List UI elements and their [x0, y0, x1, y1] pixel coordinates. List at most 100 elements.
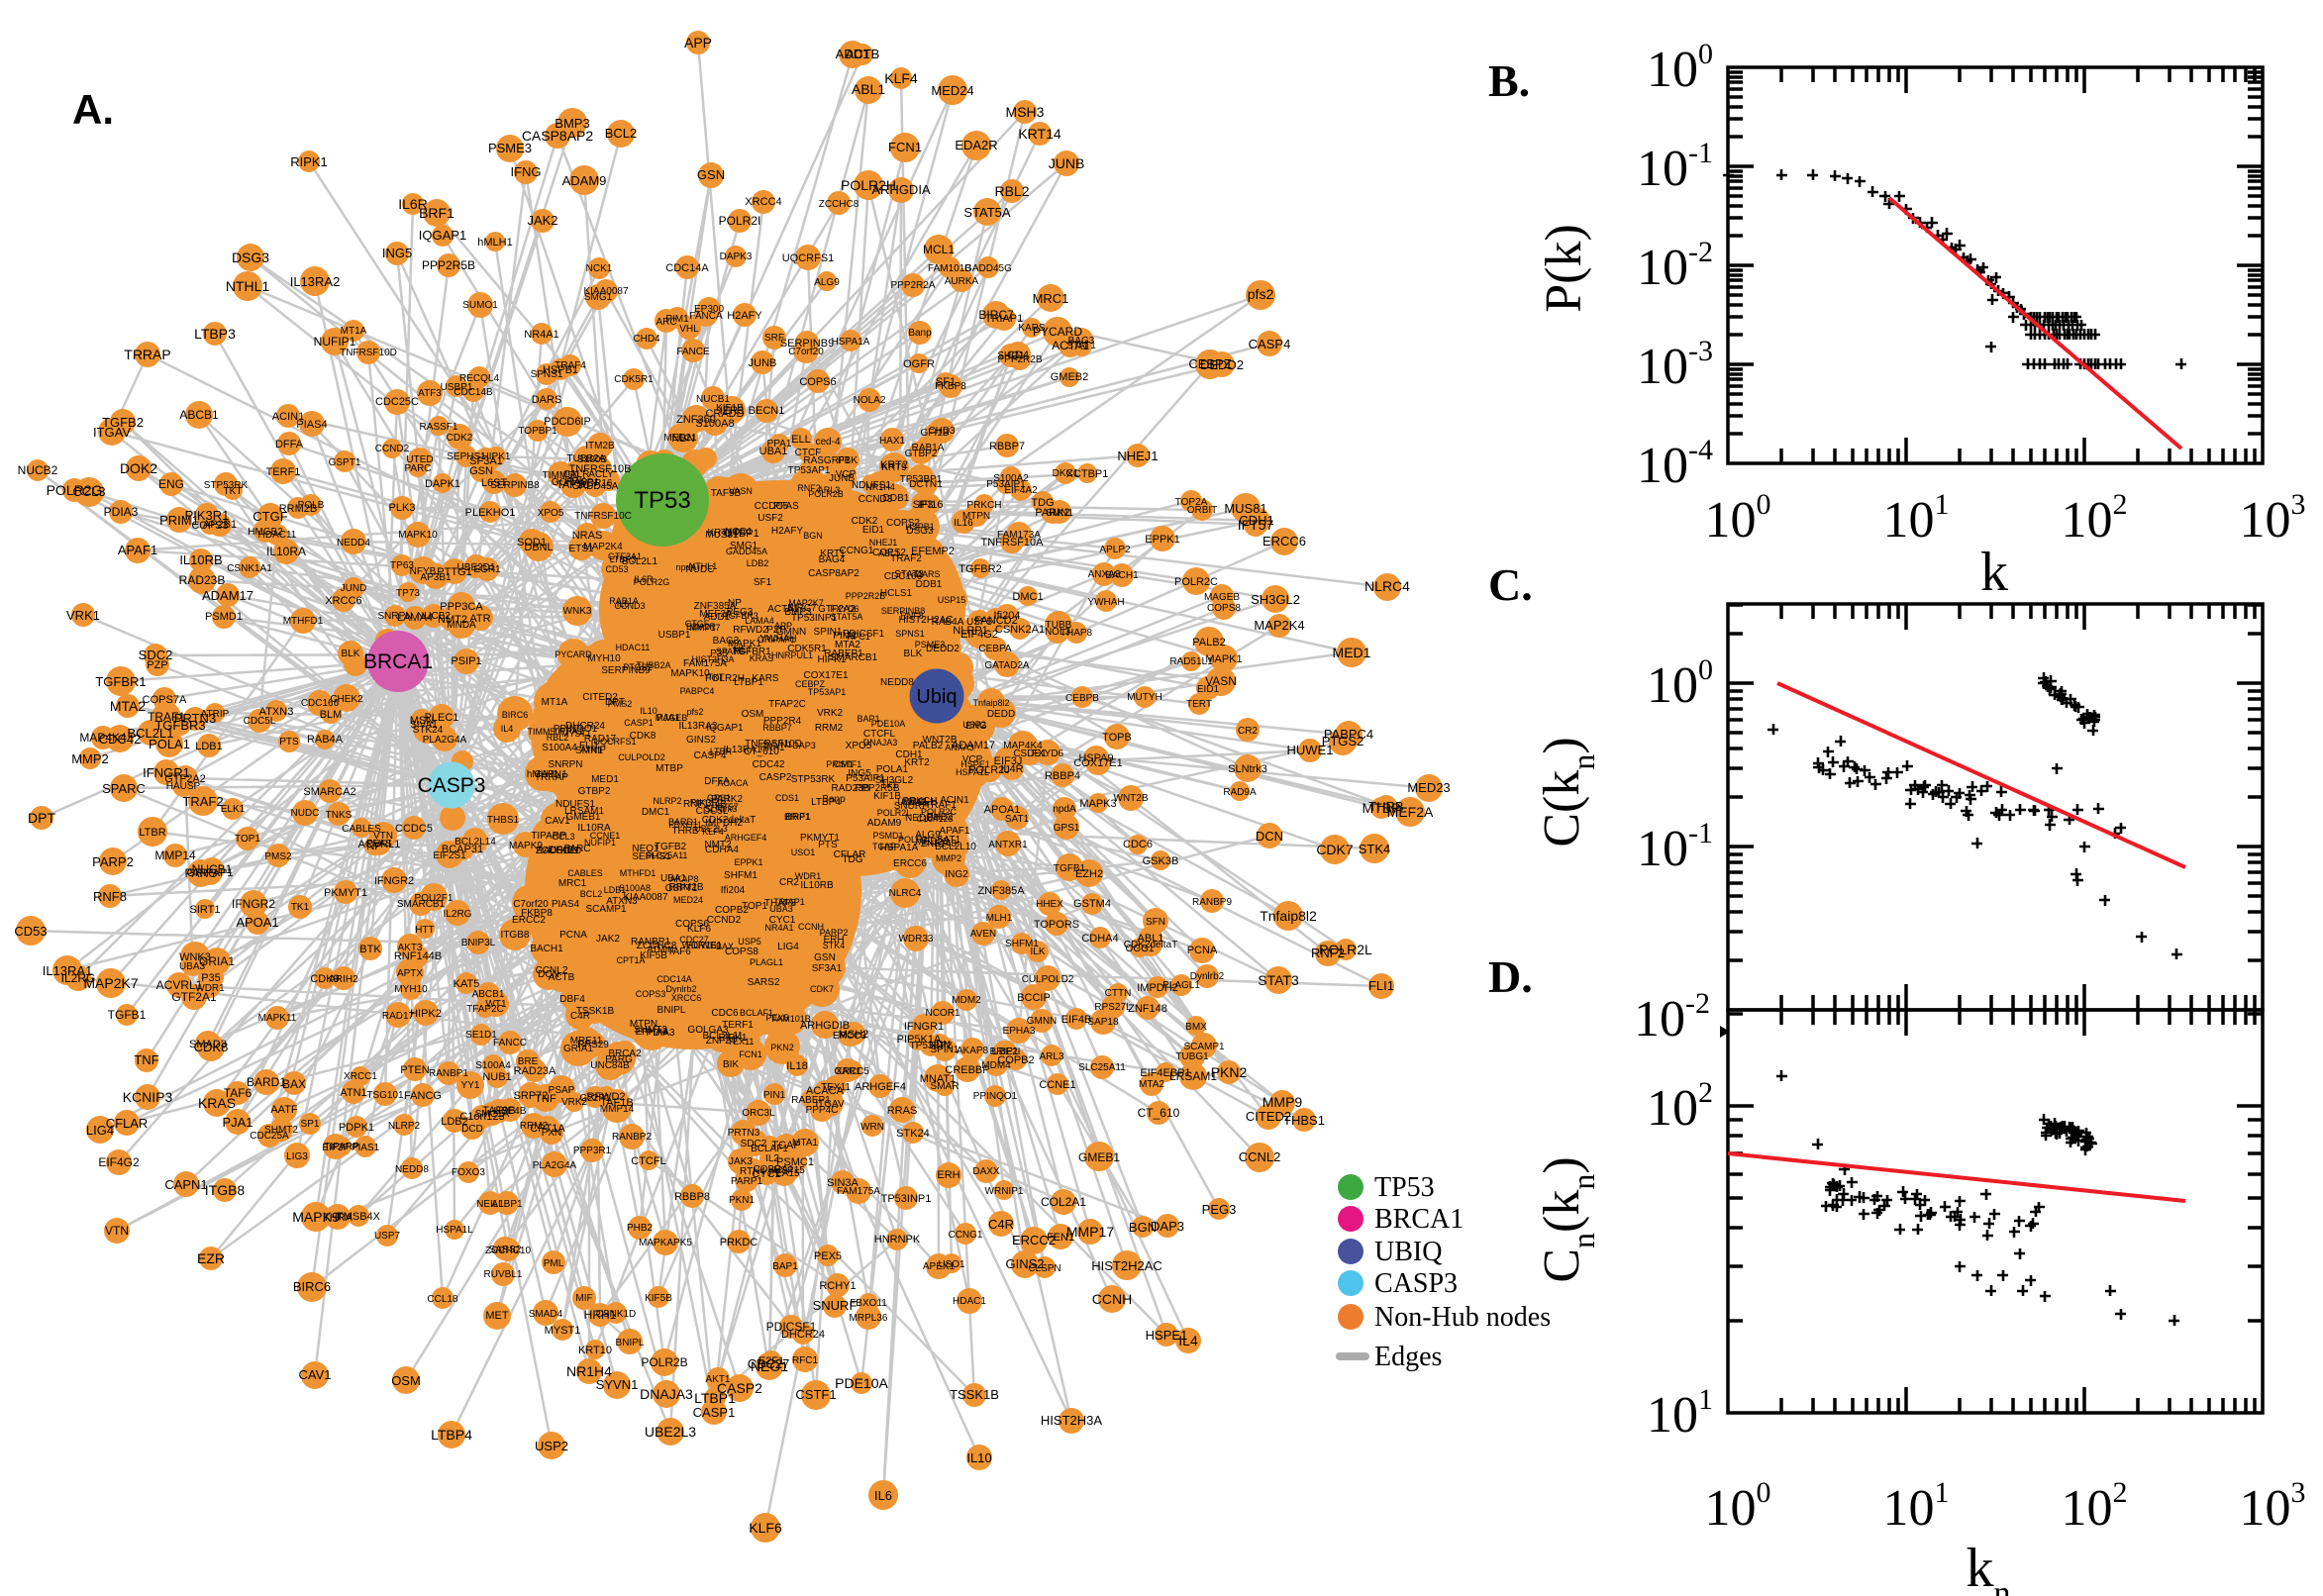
svg-text:TOP1: TOP1	[742, 901, 767, 912]
svg-text:KIAA0087: KIAA0087	[623, 892, 667, 903]
svg-text:CABLES: CABLES	[342, 824, 381, 835]
svg-text:HDAC11: HDAC11	[616, 643, 651, 652]
svg-text:PIP5K1A: PIP5K1A	[897, 1034, 942, 1046]
svg-text:RPS27L: RPS27L	[1094, 1002, 1132, 1013]
svg-text:RANBP9: RANBP9	[1192, 897, 1232, 908]
svg-text:IL4: IL4	[1178, 1333, 1198, 1348]
svg-text:LAMA4: LAMA4	[397, 612, 433, 624]
svg-text:LTBP1: LTBP1	[694, 1390, 736, 1406]
svg-text:MYST1: MYST1	[545, 1325, 581, 1337]
svg-text:EPPK1: EPPK1	[734, 857, 762, 867]
svg-text:ATF3: ATF3	[418, 388, 442, 399]
svg-text:CCNE1: CCNE1	[1039, 1079, 1075, 1091]
svg-text:PEX5: PEX5	[814, 1250, 842, 1262]
svg-text:PDICSF1: PDICSF1	[843, 629, 885, 640]
svg-text:USP7: USP7	[374, 1231, 401, 1242]
svg-text:BMX: BMX	[1185, 1022, 1207, 1033]
svg-text:DCN: DCN	[538, 969, 559, 980]
svg-text:GMNN: GMNN	[1027, 1016, 1058, 1027]
svg-text:HSPA1A: HSPA1A	[880, 843, 919, 853]
svg-text:SUMO1: SUMO1	[462, 300, 498, 311]
svg-text:ORC3L: ORC3L	[742, 1108, 775, 1119]
svg-text:DMC1: DMC1	[642, 807, 670, 818]
svg-text:NBN: NBN	[671, 433, 694, 445]
svg-text:CCND2: CCND2	[375, 444, 410, 454]
svg-text:GSN: GSN	[697, 167, 725, 182]
svg-text:ZCCHC8: ZCCHC8	[819, 199, 859, 210]
svg-text:PDICSF1: PDICSF1	[766, 1320, 817, 1334]
svg-text:KRT2: KRT2	[880, 459, 908, 471]
svg-text:CASP2: CASP2	[759, 772, 792, 783]
svg-text:EIF4G2: EIF4G2	[98, 1155, 140, 1169]
svg-text:PLEC1: PLEC1	[425, 712, 459, 724]
svg-text:FLI1: FLI1	[579, 741, 599, 751]
svg-text:KRAS: KRAS	[198, 1095, 236, 1111]
svg-text:DBNL: DBNL	[524, 542, 553, 553]
svg-text:HSPB1: HSPB1	[543, 364, 578, 376]
svg-text:HNRNPK: HNRNPK	[874, 1234, 921, 1246]
svg-text:BNIP3L: BNIP3L	[461, 938, 496, 948]
svg-text:NEO1: NEO1	[751, 1358, 788, 1374]
svg-text:PARC: PARC	[404, 463, 431, 474]
svg-text:MED1: MED1	[1333, 645, 1371, 660]
svg-text:PRKCH: PRKCH	[966, 500, 1001, 511]
svg-text:GTBP2: GTBP2	[578, 786, 611, 797]
svg-text:CASP1: CASP1	[693, 1405, 736, 1420]
svg-text:ANTXR1: ANTXR1	[988, 840, 1028, 850]
svg-text:BCCIP: BCCIP	[1017, 992, 1051, 1004]
svg-text:COPS3: COPS3	[636, 989, 666, 999]
svg-text:STK24: STK24	[896, 1128, 930, 1140]
svg-text:TNF: TNF	[134, 1052, 158, 1067]
svg-text:ERCC2: ERCC2	[512, 915, 546, 926]
svg-text:PKN2: PKN2	[770, 1043, 794, 1052]
svg-text:GRIA1: GRIA1	[199, 954, 235, 968]
svg-text:ACACA: ACACA	[806, 1085, 845, 1097]
svg-text:DEDD: DEDD	[987, 709, 1015, 720]
svg-text:CULPOLD2: CULPOLD2	[618, 752, 665, 762]
svg-text:JAK3: JAK3	[729, 1156, 753, 1167]
svg-text:ORBIT: ORBIT	[1187, 505, 1218, 516]
svg-text:USP2: USP2	[535, 1439, 568, 1453]
svg-text:GTF2A1: GTF2A1	[171, 990, 217, 1004]
svg-text:COPB2: COPB2	[997, 1054, 1034, 1066]
svg-text:USP5: USP5	[738, 937, 761, 947]
svg-text:RANBP2: RANBP2	[612, 1132, 652, 1143]
svg-text:XRCC1: XRCC1	[344, 1071, 377, 1082]
svg-text:POLR2H: POLR2H	[841, 177, 896, 193]
svg-text:SMARCA2: SMARCA2	[303, 786, 355, 798]
svg-text:GINS2: GINS2	[1005, 1256, 1044, 1271]
svg-text:MTHFD1: MTHFD1	[620, 868, 656, 878]
svg-text:NTHL1: NTHL1	[226, 278, 270, 294]
svg-text:RBBP4: RBBP4	[1045, 770, 1080, 782]
svg-text:CT_610: CT_610	[1138, 1106, 1180, 1120]
svg-text:SYVN1: SYVN1	[596, 1377, 639, 1392]
svg-text:PKN2: PKN2	[1211, 1064, 1248, 1080]
svg-text:IL10: IL10	[640, 706, 657, 716]
svg-text:SHMT2: SHMT2	[264, 1125, 298, 1136]
svg-text:NUB1: NUB1	[482, 1071, 511, 1083]
svg-text:BNIPL: BNIPL	[616, 1338, 645, 1348]
svg-text:BCL2L10: BCL2L10	[935, 842, 976, 852]
svg-text:IFNGR1: IFNGR1	[904, 1021, 944, 1033]
svg-text:PIN1: PIN1	[763, 1090, 786, 1101]
svg-text:ITGAV: ITGAV	[93, 425, 131, 440]
svg-text:FXYD6: FXYD6	[1032, 748, 1064, 759]
svg-text:LTBP4: LTBP4	[811, 797, 841, 808]
svg-text:IFT57: IFT57	[1238, 517, 1274, 533]
svg-text:DDB1: DDB1	[916, 579, 943, 590]
svg-text:TAF1C: TAF1C	[556, 479, 590, 491]
svg-text:UQCRFS1: UQCRFS1	[782, 252, 835, 264]
svg-text:STAT3: STAT3	[894, 569, 924, 580]
svg-text:LTBR: LTBR	[139, 827, 165, 839]
svg-text:TNKS: TNKS	[326, 810, 353, 821]
svg-text:CDC14A: CDC14A	[656, 974, 692, 984]
svg-text:PSMC1: PSMC1	[776, 1156, 814, 1168]
svg-text:HTT: HTT	[415, 925, 434, 936]
svg-text:PKN1: PKN1	[729, 1195, 756, 1206]
svg-text:FLI1: FLI1	[1368, 978, 1394, 993]
svg-text:H2AFY: H2AFY	[727, 310, 762, 322]
svg-text:APOA1: APOA1	[984, 804, 1021, 816]
svg-text:npdA: npdA	[1053, 804, 1076, 815]
svg-text:JAK2: JAK2	[527, 213, 557, 228]
svg-text:CDC14A: CDC14A	[665, 262, 709, 274]
